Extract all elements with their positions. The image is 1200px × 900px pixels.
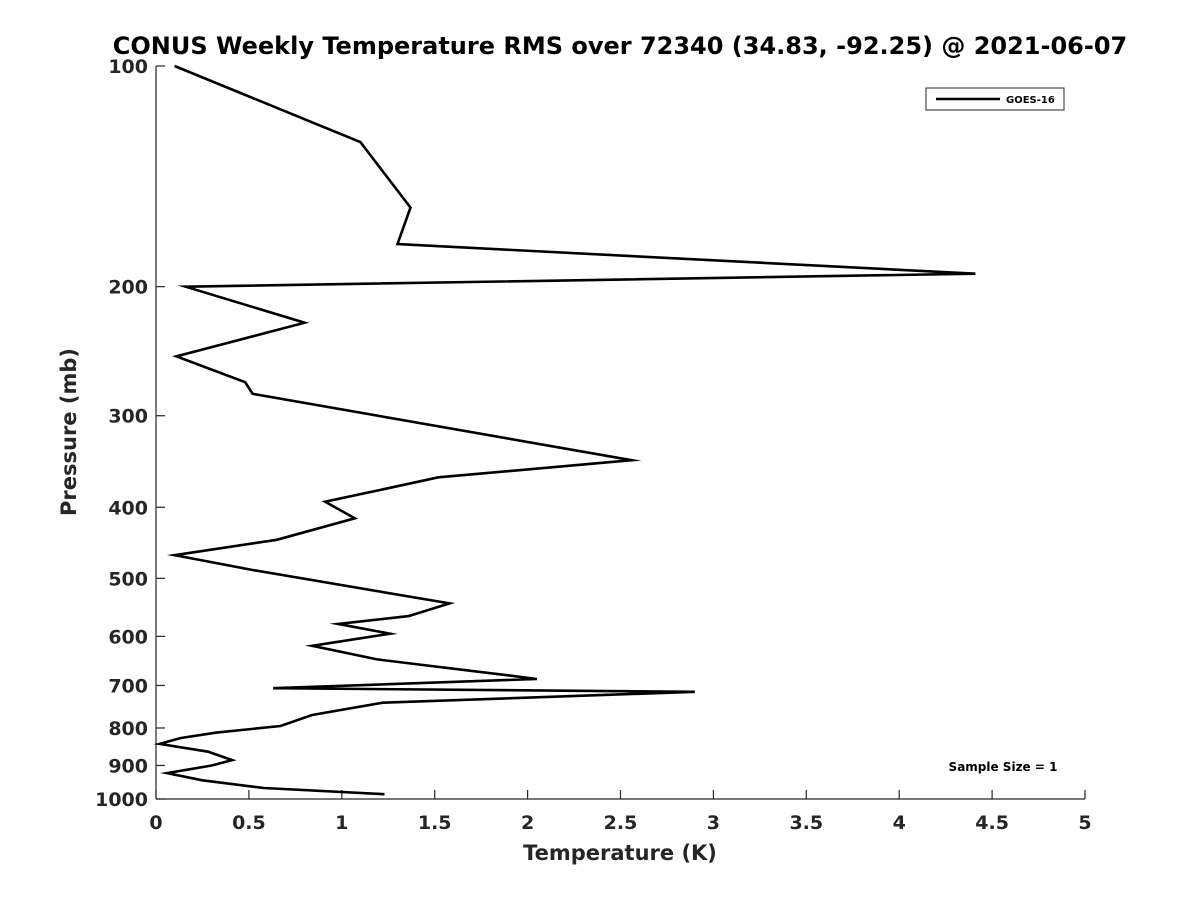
legend: GOES-16 — [925, 87, 1065, 111]
y-tick-label: 200 — [108, 277, 148, 299]
y-tick-label: 300 — [108, 406, 148, 428]
x-axis-label: Temperature (K) — [523, 841, 717, 865]
x-tick-label: 1 — [335, 812, 348, 834]
x-tick-label: 4 — [893, 812, 906, 834]
axes: 0 0.5 1 1.5 2 2.5 3 3.5 4 4.5 5 100 200 300 400 500 600 7… — [95, 56, 1092, 834]
x-tick-label: 2.5 — [604, 812, 638, 834]
legend-label-goes-16: GOES-16 — [1006, 95, 1055, 106]
sample-size-annotation: Sample Size = 1 — [949, 760, 1058, 774]
y-tick-label: 400 — [108, 497, 148, 519]
y-tick-label: 500 — [108, 568, 148, 590]
y-tick-label: 800 — [108, 718, 148, 740]
y-axis-label: Pressure (mb) — [57, 348, 81, 516]
y-tick-label: 1000 — [95, 789, 148, 811]
y-tick-label: 600 — [108, 626, 148, 648]
y-tick-label: 900 — [108, 755, 148, 777]
x-tick-label: 3.5 — [789, 812, 823, 834]
x-tick-label: 0 — [149, 812, 162, 834]
y-tick-label: 700 — [108, 675, 148, 697]
x-tick-label: 2 — [521, 812, 534, 834]
x-tick-label: 0.5 — [232, 812, 266, 834]
series-line-goes-16 — [153, 64, 976, 796]
x-tick-label: 4.5 — [975, 812, 1009, 834]
x-tick-label: 5 — [1078, 812, 1091, 834]
x-tick-label: 3 — [707, 812, 720, 834]
series-layer — [153, 64, 976, 796]
chart-title: CONUS Weekly Temperature RMS over 72340 … — [113, 32, 1127, 60]
x-tick-label: 1.5 — [418, 812, 452, 834]
y-tick-label: 100 — [108, 56, 148, 78]
